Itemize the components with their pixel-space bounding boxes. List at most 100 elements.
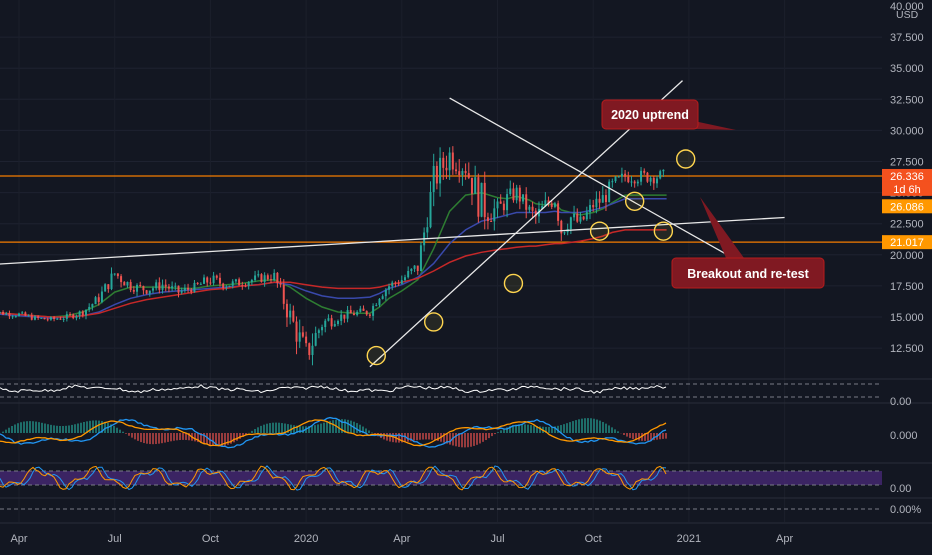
candle-body	[200, 284, 202, 285]
candle-body	[551, 203, 553, 206]
candle-body	[289, 311, 291, 318]
macd-histogram-bar	[323, 423, 325, 433]
candle-body	[158, 282, 160, 289]
candle-body	[653, 178, 655, 183]
candle-body	[152, 288, 154, 290]
macd-histogram-bar	[608, 425, 610, 433]
candle-body	[388, 286, 390, 289]
candle-body	[47, 319, 49, 320]
candle-body	[366, 311, 368, 315]
candle-body	[662, 170, 664, 171]
candle-body	[168, 287, 170, 289]
macd-histogram-bar	[176, 433, 178, 440]
macd-histogram-bar	[20, 422, 22, 433]
macd-histogram-bar	[416, 433, 418, 440]
touch-circle[interactable]	[504, 274, 522, 292]
candle-body	[91, 304, 93, 307]
candle-body	[305, 337, 307, 344]
candle-body	[436, 166, 438, 183]
candle-body	[251, 280, 253, 282]
touch-circle[interactable]	[591, 222, 609, 240]
candle-body	[449, 153, 451, 171]
macd-histogram-bar	[626, 433, 628, 437]
macd-histogram-bar	[413, 433, 415, 441]
candle-body	[222, 284, 224, 288]
macd-histogram-bar	[569, 422, 571, 433]
macd-histogram-bar	[587, 418, 589, 433]
candle-body	[95, 297, 97, 304]
candle-body	[497, 201, 499, 208]
price-badge-label: 26.336	[890, 171, 924, 183]
candle-body	[503, 204, 505, 210]
candle-body	[0, 312, 1, 313]
candle-body	[599, 199, 601, 203]
candle-body	[420, 245, 422, 271]
candle-body	[391, 283, 393, 287]
macd-histogram-bar	[632, 433, 634, 439]
macd-histogram-bar	[41, 423, 43, 433]
candle-body	[34, 316, 36, 320]
candle-body	[487, 217, 489, 221]
candle-body	[225, 287, 227, 288]
candle-body	[401, 280, 403, 284]
touch-circle[interactable]	[654, 222, 672, 240]
candle-body	[586, 212, 588, 219]
candle-body	[232, 281, 234, 285]
touch-circle[interactable]	[425, 313, 443, 331]
macd-histogram-bar	[584, 418, 586, 433]
candle-body	[576, 214, 578, 222]
pane1-axis-label: 0.00	[890, 396, 911, 408]
pane4-axis-label: 0.00%	[890, 504, 921, 516]
candle-body	[193, 283, 195, 292]
macd-histogram-bar	[485, 433, 487, 440]
y-tick-label: 30.000	[890, 125, 924, 137]
touch-circle[interactable]	[626, 192, 644, 210]
candle-body	[500, 201, 502, 203]
touch-circle[interactable]	[677, 150, 695, 168]
macd-histogram-bar	[464, 433, 466, 447]
candle-body	[311, 346, 313, 355]
candle-body	[621, 174, 623, 177]
macd-histogram-bar	[269, 423, 271, 433]
macd-histogram-bar	[161, 433, 163, 443]
macd-histogram-bar	[266, 424, 268, 433]
x-tick-label: Oct	[202, 533, 219, 545]
touch-circle[interactable]	[367, 347, 385, 365]
macd-histogram-bar	[122, 432, 124, 433]
candle-body	[525, 194, 527, 209]
macd-histogram-bar	[5, 430, 7, 433]
macd-histogram-bar	[422, 433, 424, 440]
candle-body	[471, 178, 473, 194]
candle-body	[117, 274, 119, 277]
macd-histogram-bar	[647, 433, 649, 441]
candle-body	[356, 312, 358, 315]
candle-body	[111, 274, 113, 289]
candle-body	[283, 285, 285, 304]
macd-histogram-bar	[479, 433, 481, 443]
macd-histogram-bar	[131, 433, 133, 438]
candle-body	[190, 290, 192, 292]
macd-histogram-bar	[662, 433, 664, 439]
macd-histogram-bar	[218, 433, 220, 446]
macd-histogram-bar	[326, 422, 328, 433]
candle-body	[56, 319, 58, 320]
candle-body	[324, 321, 326, 327]
candle-body	[241, 285, 243, 286]
macd-histogram-bar	[173, 433, 175, 441]
candle-body	[69, 314, 71, 315]
macd-histogram-bar	[92, 420, 94, 433]
macd-histogram-bar	[665, 433, 667, 439]
candle-body	[21, 312, 23, 313]
candle-body	[98, 297, 100, 302]
macd-histogram-bar	[497, 432, 499, 433]
candle-body	[363, 309, 365, 311]
candle-body	[532, 207, 534, 211]
candle-body	[522, 194, 524, 201]
candle-body	[85, 310, 87, 316]
candle-body	[63, 319, 65, 320]
macd-histogram-bar	[47, 424, 49, 433]
macd-histogram-bar	[428, 433, 430, 439]
candle-body	[557, 203, 559, 221]
